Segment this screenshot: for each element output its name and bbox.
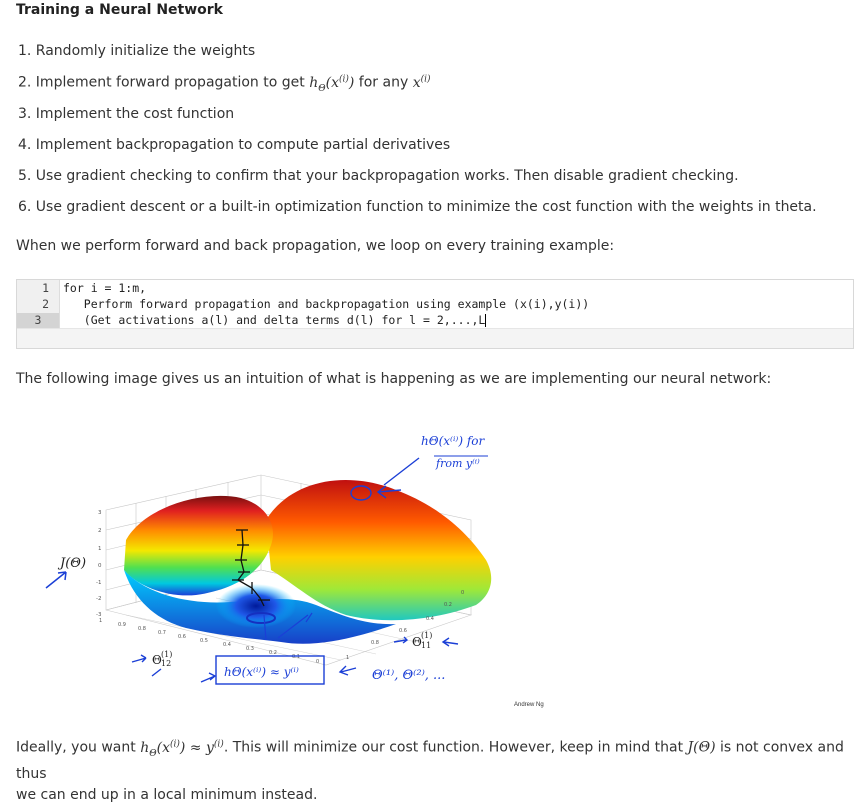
gradient-descent-path xyxy=(232,529,270,607)
code-line-3[interactable]: (Get activations a(l) and delta terms d(… xyxy=(63,313,487,327)
step-5: 5. Use gradient checking to confirm that… xyxy=(18,168,739,184)
handwritten-note-top: hΘ(x⁽ⁱ⁾) for xyxy=(421,434,485,448)
x-tick: 0.8 xyxy=(138,626,146,632)
svg-text:(1): (1) xyxy=(161,650,172,659)
y-axis-ticks: 1 0.8 0.6 0.4 0.2 0 xyxy=(346,590,464,661)
z-tick: -2 xyxy=(96,596,101,602)
y-tick: 0.2 xyxy=(444,602,452,608)
line-number-1: 1 xyxy=(42,281,49,295)
y-tick: 0.6 xyxy=(399,628,407,634)
code-line-2[interactable]: Perform forward propagation and backprop… xyxy=(63,297,590,311)
x-i-math: x(i) xyxy=(412,74,431,91)
conclusion-text-b: . This will minimize our cost function. … xyxy=(223,739,688,756)
conclusion-paragraph: Ideally, you want hΘ(x(i)) ≈ y(i). This … xyxy=(16,734,846,806)
z-tick: 3 xyxy=(98,510,102,516)
conclusion-text-a: Ideally, you want xyxy=(16,739,141,756)
step-4: 4. Implement backpropagation to compute … xyxy=(18,137,451,153)
cost-surface-figure: 3 2 1 0 -1 -2 -3 1 0.9 0.8 0.7 0.6 0.5 0… xyxy=(16,410,550,710)
arrow-icon xyxy=(45,571,67,589)
minimum-ring xyxy=(246,612,276,624)
svg-text:12: 12 xyxy=(161,659,171,668)
svg-text:(1): (1) xyxy=(421,631,432,640)
loop-intro: When we perform forward and back propaga… xyxy=(16,238,615,254)
line-number-2: 2 xyxy=(42,297,49,311)
y-tick: 0.8 xyxy=(371,640,379,646)
j-theta-label: J(Θ) xyxy=(57,556,86,571)
arrow-icon xyxy=(131,654,162,677)
surface-right-hill xyxy=(266,480,492,621)
code-editor[interactable]: 1 2 3 for i = 1:m, Perform forward propa… xyxy=(17,280,853,329)
step-2-text-a: 2. Implement forward propagation to get xyxy=(18,74,310,91)
highlight-circle xyxy=(350,485,372,501)
y-tick: 0 xyxy=(461,590,464,596)
svg-text:Θ: Θ xyxy=(412,635,422,649)
handwritten-note-thetas: Θ⁽¹⁾, Θ⁽²⁾, ... xyxy=(372,668,445,683)
x-tick: 0.1 xyxy=(292,654,300,660)
handwritten-note-bottom: hΘ(x⁽ⁱ⁾) ≈ y⁽ⁱ⁾ xyxy=(224,665,299,679)
svg-text:11: 11 xyxy=(421,641,431,650)
step-2: 2. Implement forward propagation to get … xyxy=(18,74,431,93)
step-6: 6. Use gradient descent or a built-in op… xyxy=(18,199,817,215)
x-tick: 0 xyxy=(316,659,319,665)
step-2-text-b: for any xyxy=(354,74,413,91)
z-tick: 1 xyxy=(98,546,102,552)
z-tick: -3 xyxy=(96,612,102,618)
y-tick: 1 xyxy=(346,655,349,661)
step-3: 3. Implement the cost function xyxy=(18,106,235,122)
x-axis-ticks: 1 0.9 0.8 0.7 0.6 0.5 0.4 0.3 0.2 0.1 0 xyxy=(99,618,319,665)
text-cursor xyxy=(485,314,487,327)
theta-11-label: Θ (1) 11 xyxy=(412,631,432,650)
conclusion-text-d: we can end up in a local minimum instead… xyxy=(16,787,318,804)
x-tick: 0.6 xyxy=(178,634,186,640)
author-credit: Andrew Ng xyxy=(514,702,544,708)
arrow-icon xyxy=(393,636,459,647)
h-theta-math: hΘ(x(i)) xyxy=(309,74,355,94)
cost-surface-plot: 3 2 1 0 -1 -2 -3 1 0.9 0.8 0.7 0.6 0.5 0… xyxy=(45,434,544,708)
arrow-icon xyxy=(263,612,313,641)
surface-left-hill xyxy=(124,495,273,596)
x-tick: 0.3 xyxy=(246,646,254,652)
theta-12-label: Θ (1) 12 xyxy=(152,650,172,668)
h-theta-approx-math: hΘ(x(i)) ≈ y(i) xyxy=(140,739,224,759)
z-axis-ticks: 3 2 1 0 -1 -2 -3 xyxy=(96,510,102,618)
j-theta-math: J(Θ) xyxy=(687,739,716,756)
arrow-icon xyxy=(376,485,402,499)
image-intro: The following image gives us an intuitio… xyxy=(16,371,772,387)
code-block[interactable]: 1 2 3 for i = 1:m, Perform forward propa… xyxy=(16,279,854,349)
z-tick: -1 xyxy=(96,580,101,586)
annotation-box xyxy=(215,655,325,685)
z-tick: 2 xyxy=(98,528,102,534)
step-1: 1. Randomly initialize the weights xyxy=(18,43,256,59)
x-tick: 0.5 xyxy=(200,638,208,644)
handwritten-note-from: from y⁽ⁱ⁾ xyxy=(435,457,480,470)
x-tick: 0.4 xyxy=(223,642,231,648)
code-line-1[interactable]: for i = 1:m, xyxy=(63,281,147,295)
x-tick: 0.2 xyxy=(269,650,277,656)
conclusion-text-c: is not convex and thus xyxy=(16,739,844,783)
page-title: Training a Neural Network xyxy=(16,2,223,18)
x-tick: 1 xyxy=(99,618,102,624)
x-tick: 0.9 xyxy=(118,622,126,628)
y-tick: 0.4 xyxy=(426,616,434,622)
local-minimum-pit xyxy=(216,584,296,628)
code-line-3-text: (Get activations a(l) and delta terms d(… xyxy=(63,313,486,327)
arrow-icon xyxy=(200,665,357,683)
svg-text:Θ: Θ xyxy=(152,653,162,667)
arrow-icon xyxy=(383,457,420,486)
line-number-3: 3 xyxy=(17,313,59,328)
z-tick: 0 xyxy=(98,563,102,569)
x-tick: 0.7 xyxy=(158,630,166,636)
